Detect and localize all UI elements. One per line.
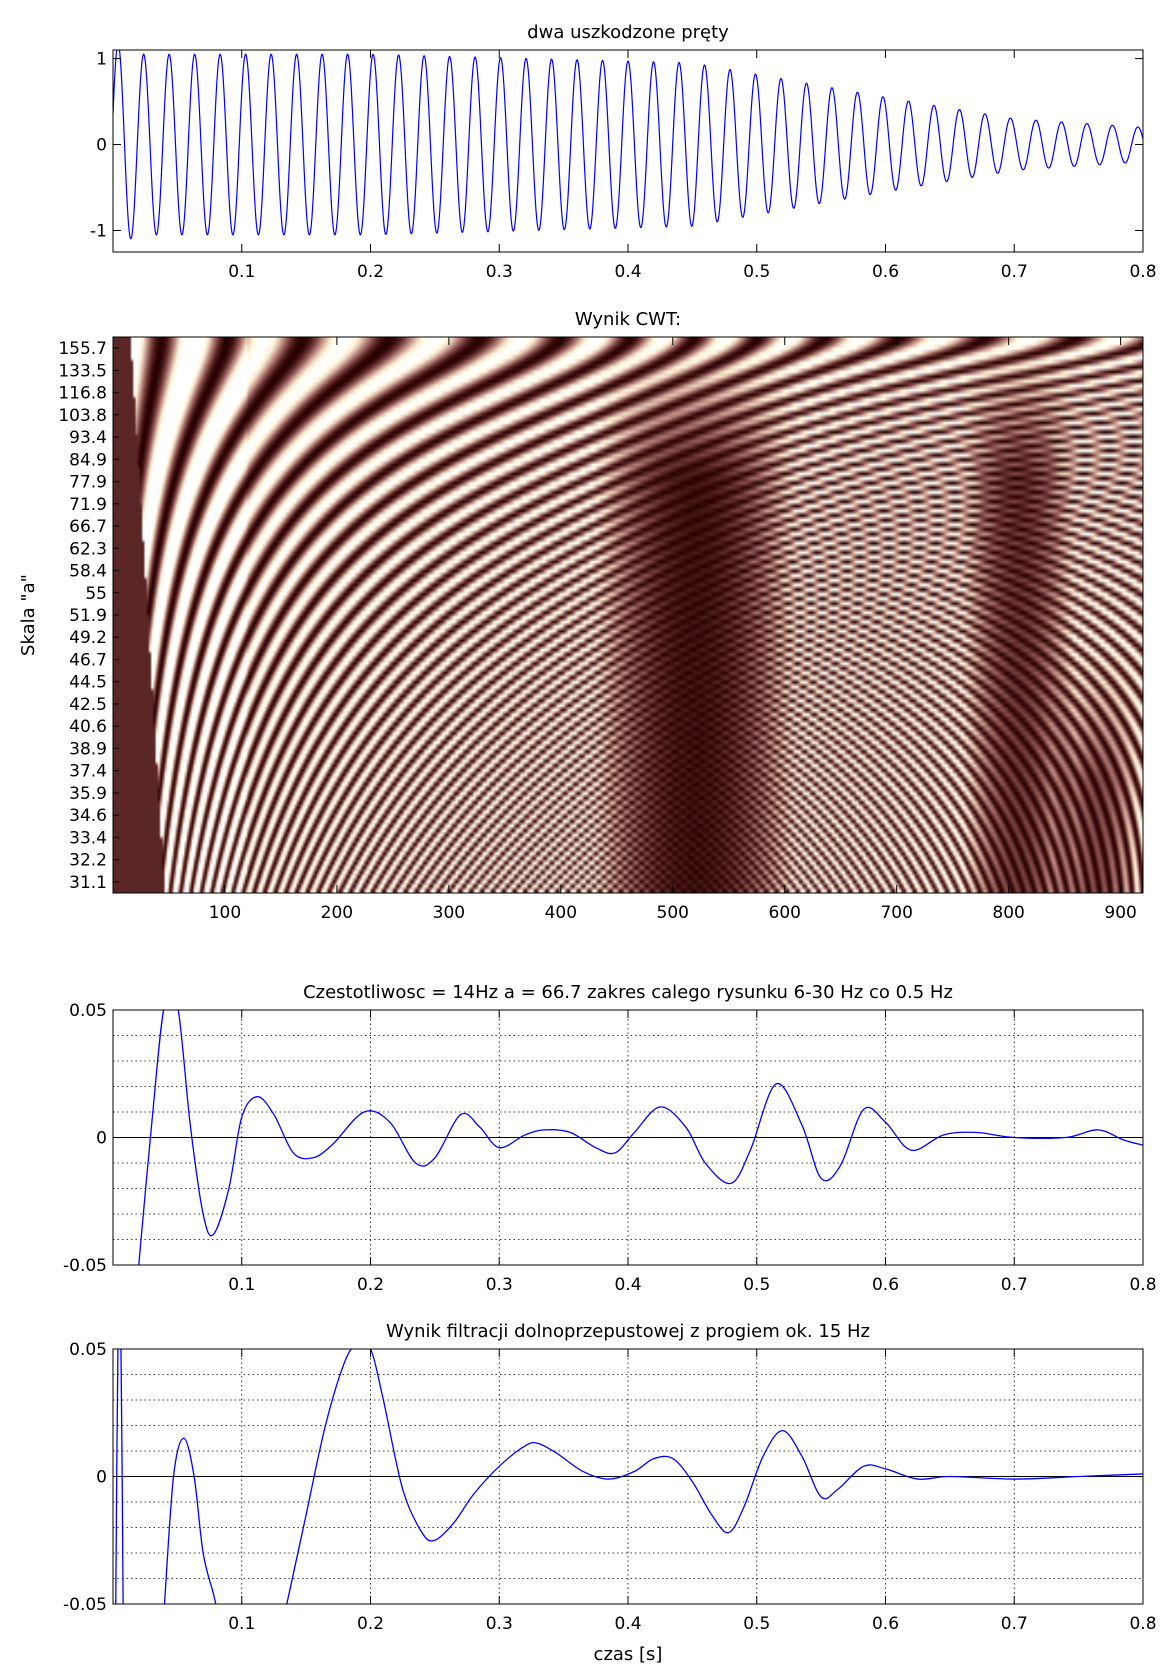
xtick-label: 0.2 (357, 1275, 384, 1295)
xtick-label: 0.6 (872, 1275, 899, 1295)
axes-frame (112, 336, 1144, 894)
ytick-label: 32.2 (69, 851, 107, 871)
ytick-label: 40.6 (69, 717, 107, 737)
y-axis-label: Skala "a" (18, 574, 39, 656)
xtick-label: 0.7 (1001, 262, 1028, 282)
series-line (163, 1437, 217, 1604)
ytick-label: 103.8 (58, 406, 107, 426)
series-line (286, 1349, 1143, 1604)
xtick-label: 0.7 (1001, 1614, 1028, 1634)
xtick-label: 600 (769, 903, 801, 923)
axes-frame (112, 49, 1144, 253)
xtick-label: 0.8 (1129, 262, 1156, 282)
xtick-label: 0.3 (486, 1275, 513, 1295)
ytick-label: 1 (96, 50, 107, 70)
xtick-label: 0.3 (486, 262, 513, 282)
ytick-label: 0.05 (69, 1340, 107, 1360)
xtick-label: 0.6 (872, 1614, 899, 1634)
ytick-label: 31.1 (69, 873, 107, 893)
ytick-label: 38.9 (69, 739, 107, 759)
xtick-label: 0.5 (743, 262, 770, 282)
xtick-label: 0.8 (1129, 1614, 1156, 1634)
ytick-label: 77.9 (69, 473, 107, 493)
xtick-label: 700 (880, 903, 912, 923)
xtick-label: 100 (209, 903, 241, 923)
ytick-label: 116.8 (58, 384, 107, 404)
ytick-label: 66.7 (69, 517, 107, 537)
series-group (138, 1010, 1143, 1265)
xtick-label: 0.6 (872, 262, 899, 282)
ytick-label: -1 (90, 222, 107, 242)
series-line (115, 1349, 124, 1604)
xtick-label: 0.8 (1129, 1275, 1156, 1295)
xtick-label: 0.5 (743, 1275, 770, 1295)
ytick-label: 0.05 (69, 1001, 107, 1021)
xtick-label: 0.3 (486, 1614, 513, 1634)
ytick-label: 42.5 (69, 695, 107, 715)
ytick-label: 34.6 (69, 806, 107, 826)
xtick-label: 400 (545, 903, 577, 923)
ytick-label: 84.9 (69, 450, 107, 470)
xtick-label: 0.2 (357, 1614, 384, 1634)
xtick-label: 0.4 (614, 262, 641, 282)
panel-lowpass: Wynik filtracji dolnoprzepustowej z prog… (63, 1321, 1157, 1665)
ytick-label: 71.9 (69, 495, 107, 515)
ytick-label: 0 (96, 1468, 107, 1488)
xtick-label: 0.2 (357, 262, 384, 282)
series-line (138, 1010, 1143, 1265)
ytick-label: 0 (96, 136, 107, 156)
xtick-label: 0.1 (228, 1614, 255, 1634)
panel-title: Wynik filtracji dolnoprzepustowej z prog… (386, 1321, 870, 1342)
ytick-label: 93.4 (69, 428, 107, 448)
panel-band14hz: Czestotliwosc = 14Hz a = 66.7 zakres cal… (63, 982, 1157, 1295)
xtick-label: 0.1 (228, 1275, 255, 1295)
xtick-label: 0.4 (614, 1614, 641, 1634)
ytick-label: 58.4 (69, 562, 107, 582)
xtick-label: 800 (992, 903, 1024, 923)
ytick-label: 33.4 (69, 828, 107, 848)
panel-title: Czestotliwosc = 14Hz a = 66.7 zakres cal… (303, 982, 953, 1003)
series-group (115, 1349, 1143, 1604)
signal-line (113, 50, 1143, 240)
xtick-label: 500 (657, 903, 689, 923)
ytick-label: 155.7 (58, 339, 107, 359)
ytick-label: -0.05 (63, 1595, 107, 1615)
ytick-label: -0.05 (63, 1256, 107, 1276)
cwt-heatmap-image (113, 337, 1143, 893)
ytick-label: 35.9 (69, 784, 107, 804)
ytick-label: 0 (96, 1129, 107, 1149)
ytick-label: 133.5 (58, 361, 107, 381)
panel-title: Wynik CWT: (575, 309, 681, 330)
series-group (113, 50, 1143, 240)
ytick-label: 49.2 (69, 628, 107, 648)
ytick-label: 62.3 (69, 539, 107, 559)
ytick-label: 46.7 (69, 650, 107, 670)
xtick-label: 200 (321, 903, 353, 923)
xtick-label: 900 (1104, 903, 1136, 923)
panel-signal: dwa uszkodzone pręty -1 0 1 0.1 0.2 0.3 0.4 0.5 0… (90, 22, 1156, 282)
ytick-label: 44.5 (69, 673, 107, 693)
xtick-label: 0.5 (743, 1614, 770, 1634)
panel-title: dwa uszkodzone pręty (527, 22, 729, 43)
xtick-label: 300 (433, 903, 465, 923)
axes-frame (112, 1009, 1144, 1266)
ytick-label: 55 (85, 584, 107, 604)
axes-frame (112, 1348, 1144, 1605)
xtick-label: 0.7 (1001, 1275, 1028, 1295)
xtick-label: 0.1 (228, 262, 255, 282)
xtick-label: 0.4 (614, 1275, 641, 1295)
ytick-label: 37.4 (69, 762, 107, 782)
x-axis-label: czas [s] (594, 1644, 663, 1665)
ytick-label: 51.9 (69, 606, 107, 626)
